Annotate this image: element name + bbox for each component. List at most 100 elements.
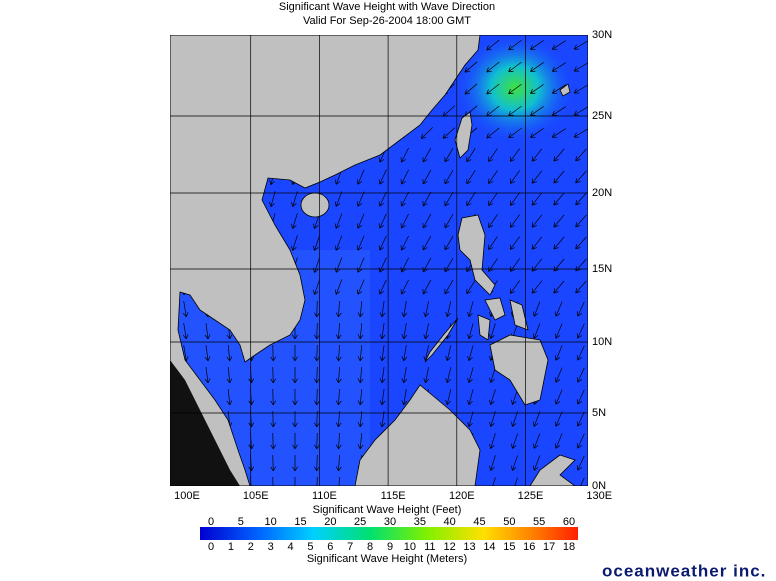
wave-arrow: [292, 432, 298, 450]
meters-tick: 5: [307, 541, 313, 553]
meters-tick: 2: [248, 541, 254, 553]
wave-arrow: [356, 213, 365, 229]
wave-arrow: [291, 191, 298, 207]
map: [170, 35, 588, 486]
wave-arrow: [313, 344, 320, 362]
land-borneo: [354, 384, 481, 486]
meters-tick: 4: [287, 541, 293, 553]
wave-arrow: [291, 235, 298, 251]
wave-arrow: [467, 411, 474, 427]
wave-arrow: [292, 366, 298, 384]
wave-arrow: [357, 323, 364, 340]
lat-label: 25N: [592, 110, 612, 122]
wave-arrow: [492, 477, 496, 486]
wave-arrow: [422, 257, 432, 273]
wave-arrow: [313, 279, 320, 295]
wave-arrow: [335, 322, 342, 340]
feet-tick: 30: [384, 516, 396, 528]
meters-tick: 15: [503, 541, 515, 553]
wave-arrow: [422, 191, 432, 207]
wave-arrow: [573, 128, 588, 138]
wave-arrow: [576, 433, 585, 449]
wave-arrow: [554, 411, 563, 427]
wave-arrow: [488, 214, 498, 228]
wave-arrow: [270, 366, 276, 384]
wave-arrow: [489, 455, 496, 471]
wave-arrow: [511, 455, 518, 471]
wave-arrow: [379, 411, 386, 428]
wave-arrow: [486, 61, 500, 73]
lat-label: 20N: [592, 187, 612, 199]
wave-arrow: [511, 433, 518, 449]
wave-arrow: [400, 235, 409, 251]
wave-arrow: [444, 169, 454, 185]
wave-arrow: [334, 191, 343, 207]
wave-arrow: [508, 83, 522, 95]
wave-arrow: [554, 345, 563, 361]
wave-arrow: [226, 367, 233, 384]
wave-arrow: [379, 367, 386, 384]
meters-tick: 10: [404, 541, 416, 553]
wave-arrow: [357, 367, 364, 384]
wave-arrow: [378, 191, 387, 207]
wave-arrow: [423, 323, 430, 340]
land-mainland: [170, 35, 481, 486]
meters-tick: 18: [563, 541, 575, 553]
wave-arrow: [313, 432, 320, 450]
wave-arrow: [313, 454, 320, 472]
wave-arrow: [291, 213, 298, 229]
wave-arrow: [531, 280, 543, 294]
lon-label: 130E: [586, 490, 612, 502]
wave-arrow: [531, 192, 543, 206]
feet-tick: 50: [503, 516, 515, 528]
wave-arrow: [335, 410, 342, 428]
wave-arrow: [357, 433, 364, 450]
feet-tick: 40: [444, 516, 456, 528]
wave-arrow: [400, 213, 409, 229]
wave-arrow: [576, 345, 585, 361]
wave-arrow: [580, 477, 585, 486]
wave-arrow: [575, 170, 587, 184]
wave-arrow: [467, 367, 474, 383]
wave-arrow: [576, 301, 585, 317]
wave-arrow: [554, 389, 563, 405]
wave-arrow: [489, 433, 496, 449]
land-hainan: [300, 192, 330, 218]
wave-arrow: [575, 236, 587, 250]
feet-tick: 35: [414, 516, 426, 528]
lon-label: 125E: [518, 490, 544, 502]
axis-labels: 30N 25N 20N 15N 10N 5N 0N 100E 105E 110E 115E 120E 1…: [174, 29, 612, 553]
wave-arrow: [316, 476, 318, 486]
wave-arrow: [553, 148, 565, 162]
lat-label: 15N: [592, 263, 612, 275]
wave-arrow: [334, 213, 343, 229]
wave-arrow: [420, 127, 433, 139]
wave-arrow: [313, 257, 320, 273]
wave-arrow: [335, 388, 342, 406]
wave-arrow: [575, 148, 587, 162]
land-mindanao: [489, 334, 549, 406]
land-sumatra: [170, 360, 240, 486]
wave-arrow: [576, 389, 585, 405]
wave-arrow: [576, 367, 585, 383]
wave-arrow: [272, 476, 274, 486]
lat-label: 5N: [592, 407, 606, 419]
wave-arrow: [532, 455, 541, 471]
wave-arrow: [379, 323, 386, 340]
wave-arrow: [335, 366, 342, 384]
wave-arrow: [551, 84, 566, 94]
wave-arrow: [204, 323, 211, 340]
lat-label: 30N: [592, 29, 612, 41]
wave-arrow: [553, 170, 565, 184]
wave-arrow: [509, 192, 521, 206]
wave-arrow: [335, 454, 342, 472]
wave-arrow: [464, 83, 478, 95]
meters-tick: 0: [208, 541, 214, 553]
wave-arrow: [489, 367, 496, 383]
wave-arrow: [576, 323, 585, 339]
wave-arrow: [378, 213, 387, 229]
wave-arrow: [335, 344, 342, 362]
meters-tick: 7: [347, 541, 353, 553]
wave-arrow: [553, 280, 565, 294]
wave-arrow: [313, 235, 320, 251]
